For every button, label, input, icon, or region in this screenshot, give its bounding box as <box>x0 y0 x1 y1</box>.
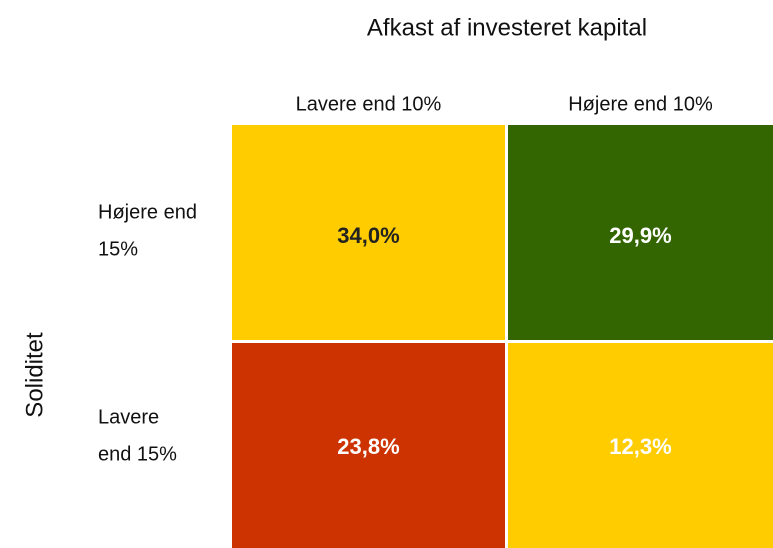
row-header: Lavere <box>98 406 159 428</box>
cell-value: 12,3% <box>609 434 671 459</box>
cell-value: 23,8% <box>337 434 399 459</box>
cell <box>232 343 505 548</box>
cell <box>508 343 773 548</box>
column-header: Lavere end 10% <box>296 93 442 115</box>
cell-value: 34,0% <box>337 223 399 248</box>
row-header: Højere end <box>98 201 197 223</box>
row-header: end 15% <box>98 443 177 465</box>
cell-value: 29,9% <box>609 223 671 248</box>
cell <box>508 125 773 340</box>
column-header: Højere end 10% <box>568 93 713 115</box>
cell <box>232 125 505 340</box>
row-axis-label: Soliditet <box>21 332 48 418</box>
title: Afkast af investeret kapital <box>367 14 647 41</box>
row-header: 15% <box>98 238 138 260</box>
